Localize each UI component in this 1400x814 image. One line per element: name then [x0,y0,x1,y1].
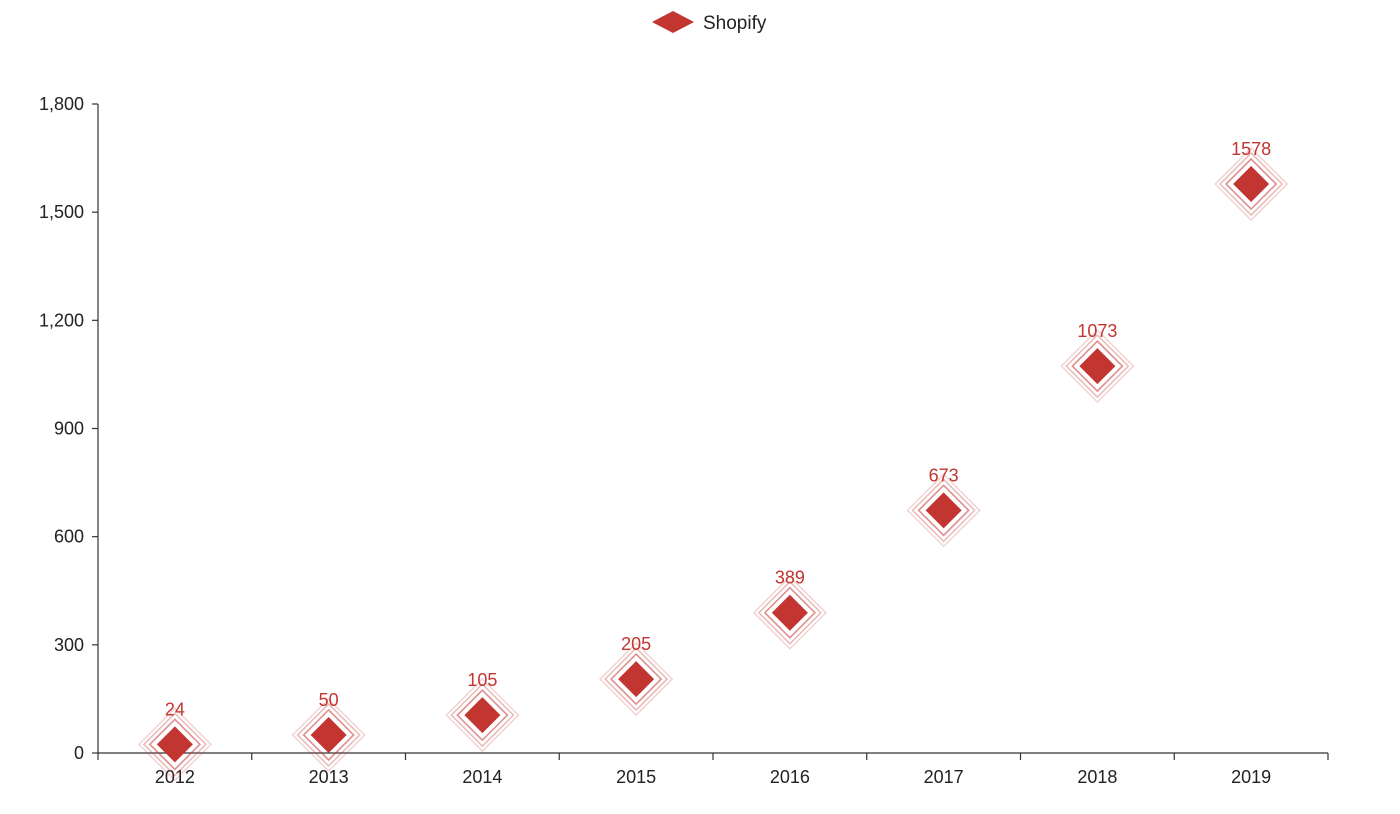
ripple-ring [609,652,663,706]
data-label: 389 [775,568,805,588]
series-shopify [137,146,1289,782]
data-labels: 24 50 105 205 389 673 1073 1578 [165,139,1271,719]
data-point[interactable] [1214,146,1289,222]
x-tick-label: 2019 [1231,767,1271,787]
x-tick-label: 2015 [616,767,656,787]
data-label: 105 [467,670,497,690]
x-tick-label: 2014 [462,767,502,787]
data-label: 673 [929,465,959,485]
x-axis: 2012 2013 2014 2015 2016 2017 2018 2019 [97,752,1329,787]
ripple-ring [1219,151,1284,217]
data-label: 205 [621,634,651,654]
ripple-ring [752,575,827,650]
ripple-ring [456,689,509,742]
data-point[interactable] [445,678,520,753]
x-tick-label: 2017 [924,767,964,787]
x-tick-label: 2016 [770,767,810,787]
ripple-ring [302,708,355,762]
data-label: 24 [165,699,185,719]
legend-label-shopify: Shopify [703,13,767,34]
y-tick-label: 1,500 [39,202,84,222]
ripple-ring [291,697,366,773]
point-marker [310,716,347,753]
data-label: 1578 [1231,139,1271,159]
y-tick-label: 900 [54,419,84,439]
point-marker [925,492,962,529]
data-point[interactable] [137,707,212,782]
y-tick-label: 1,200 [39,310,84,330]
y-tick-label: 600 [54,527,84,547]
ripple-ring [757,580,822,645]
ripple-ring [445,678,520,753]
point-marker [156,726,193,763]
ripple-ring [763,586,817,639]
point-marker [1233,166,1270,203]
x-tick-label: 2013 [309,767,349,787]
ripple-ring [1214,146,1289,222]
y-tick-label: 300 [54,635,84,655]
x-tick-label: 2018 [1077,767,1117,787]
point-marker [1079,348,1116,385]
ripple-ring [1071,339,1124,393]
ripple-ring [137,707,212,782]
x-tick-label: 2012 [155,767,195,787]
y-axis: 0 300 600 900 1,200 1,500 1,800 [39,94,99,763]
y-tick-label: 0 [74,743,84,763]
ripple-ring [148,718,202,771]
point-marker [464,697,501,734]
legend-symbol-shopify [652,11,694,33]
data-point[interactable] [752,575,827,650]
ripple-ring [450,683,515,748]
point-marker [618,661,655,698]
ripple-ring [604,647,669,712]
point-marker [771,594,808,631]
ripple-ring [1065,334,1130,399]
ripple-ring [917,484,970,537]
data-label: 50 [319,690,339,710]
ripple-ring [599,642,674,717]
ripple-ring [1224,157,1278,211]
data-point[interactable] [906,473,981,548]
ripple-ring [1060,329,1135,404]
data-point[interactable] [291,697,366,773]
ripple-ring [296,702,361,768]
ripple-ring [142,712,207,777]
ripple-ring [906,473,981,548]
data-point[interactable] [599,642,674,717]
y-tick-label: 1,800 [39,94,84,114]
legend[interactable]: Shopify [652,11,767,34]
ripple-ring [911,478,976,543]
data-label: 1073 [1077,321,1117,341]
data-point[interactable] [1060,329,1135,404]
